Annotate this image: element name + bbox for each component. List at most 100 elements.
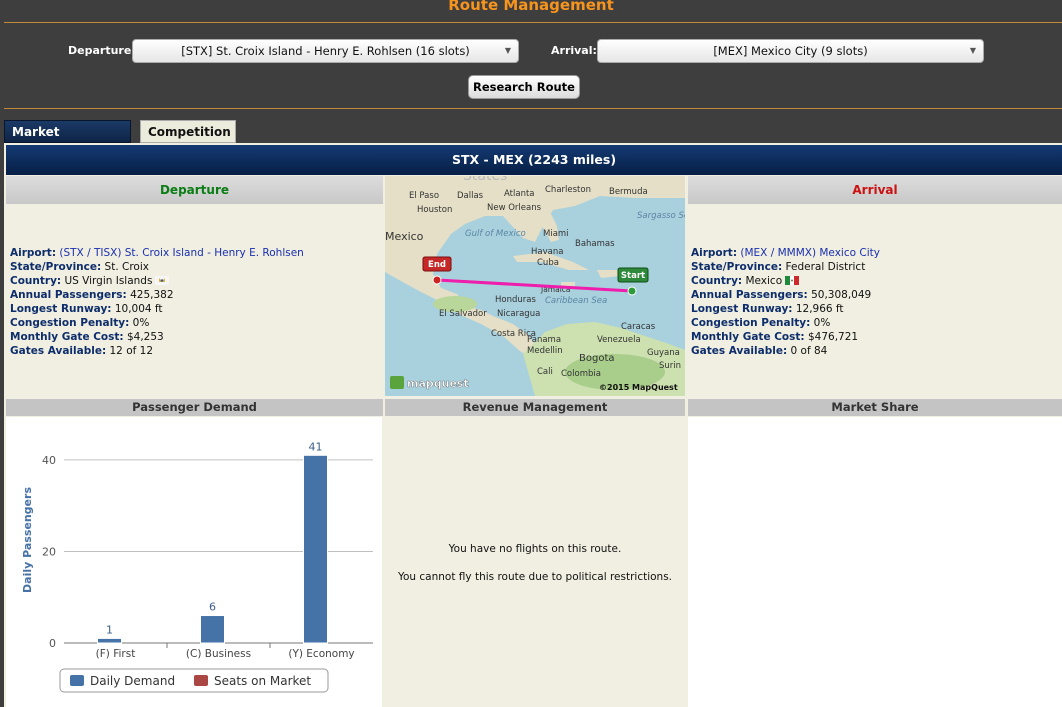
arrival-gate-cost: $476,721 xyxy=(807,331,859,343)
map-label: Cuba xyxy=(537,258,559,268)
passengers-label: Annual Passengers: xyxy=(691,289,808,301)
arrival-country: Mexico xyxy=(745,275,783,287)
revenue-management-area xyxy=(385,417,685,707)
y-axis-title: Daily Passengers xyxy=(21,487,34,593)
arrival-info: Airport: (MEX / MMMX) Mexico City State/… xyxy=(691,246,1059,358)
map-label: Charleston xyxy=(545,185,591,195)
gates-label: Gates Available: xyxy=(691,345,788,357)
departure-select-value: [STX] St. Croix Island - Henry E. Rohlse… xyxy=(181,44,470,58)
tab-market-research[interactable]: Market Research xyxy=(4,120,131,161)
arrival-heading: Arrival xyxy=(688,176,1062,204)
map-label: Colombia xyxy=(561,369,601,379)
divider xyxy=(4,22,1062,23)
restriction-message: You cannot fly this route due to politic… xyxy=(397,571,673,583)
country-label: Country: xyxy=(691,275,743,287)
legend-label: Seats on Market xyxy=(214,674,311,688)
map-label: Honduras xyxy=(495,295,536,305)
demand-bar xyxy=(97,637,122,644)
start-marker-label: Start xyxy=(621,271,645,281)
tab-competition[interactable]: Competition xyxy=(140,120,236,143)
departure-runway: 10,004 ft xyxy=(114,303,163,315)
arrival-select-value: [MEX] Mexico City (9 slots) xyxy=(713,44,868,58)
y-tick-label: 0 xyxy=(49,637,56,650)
map-land-florida xyxy=(535,206,559,242)
departure-gate-cost: $4,253 xyxy=(126,331,164,343)
arrival-passengers: 50,308,049 xyxy=(811,289,872,301)
runway-label: Longest Runway: xyxy=(10,303,112,315)
map-label: Mexico xyxy=(385,230,424,243)
mapquest-logo-icon xyxy=(390,376,404,389)
passenger-demand-chart: 0 20 40 Daily Passengers 1 (F) First 6 (C) Busi… xyxy=(21,440,373,693)
map-label: States xyxy=(463,176,507,184)
congestion-label: Congestion Penalty: xyxy=(10,317,130,329)
map-label: Bermuda xyxy=(609,187,648,197)
map-land-cuba xyxy=(513,252,589,270)
page-title: Route Management xyxy=(448,0,614,14)
map-label: Caracas xyxy=(621,322,656,332)
airport-label: Airport: xyxy=(691,247,738,259)
bar-value-label: 41 xyxy=(309,440,323,453)
arrival-state: Federal District xyxy=(785,261,866,273)
market-share-heading: Market Share xyxy=(688,399,1062,416)
map-label: Havana xyxy=(531,247,563,257)
country-label: Country: xyxy=(10,275,62,287)
map-label: Panama xyxy=(527,335,561,345)
x-tick-label: (C) Business xyxy=(186,648,251,660)
bar-value-label: 6 xyxy=(209,601,216,614)
map-label: Atlanta xyxy=(504,189,535,199)
mexico-flag-icon xyxy=(785,275,800,285)
map-land-jamaica xyxy=(561,282,575,286)
route-title: STX - MEX (2243 miles) xyxy=(6,145,1062,175)
bar-value-label: 1 xyxy=(106,623,113,636)
map-label: El Salvador xyxy=(439,309,487,319)
demand-bar xyxy=(303,454,328,644)
map-label: Caribbean Sea xyxy=(545,296,607,306)
no-flights-message: You have no flights on this route. xyxy=(448,543,622,555)
departure-select[interactable]: [STX] St. Croix Island - Henry E. Rohlse… xyxy=(132,39,519,63)
departure-info: Airport: (STX / TISX) St. Croix Island -… xyxy=(10,246,380,358)
map-label: Jamaica xyxy=(540,285,571,294)
divider xyxy=(4,108,1062,109)
map-label: El Paso xyxy=(409,191,439,201)
map-label: Bahamas xyxy=(575,239,615,249)
map-vegetation xyxy=(565,354,665,390)
x-tick-label: (Y) Economy xyxy=(288,648,354,660)
map-label: Dallas xyxy=(457,191,484,201)
map-copyright: ©2015 MapQuest xyxy=(599,383,678,392)
legend-swatch xyxy=(194,675,208,686)
route-line xyxy=(436,278,633,293)
departure-passengers: 425,382 xyxy=(130,289,174,301)
revenue-management-heading: Revenue Management xyxy=(385,399,685,416)
map-label: Medellin xyxy=(527,346,563,356)
map-label: Miami xyxy=(543,229,569,239)
map-land-north xyxy=(385,176,685,358)
airport-label: Airport: xyxy=(10,247,57,259)
research-route-button[interactable]: Research Route xyxy=(468,75,580,99)
map-label: New Orleans xyxy=(487,203,542,213)
arrival-airport-link[interactable]: (MEX / MMMX) Mexico City xyxy=(740,247,880,259)
x-tick-label: (F) First xyxy=(96,648,136,660)
passenger-demand-heading: Passenger Demand xyxy=(6,399,383,416)
departure-congestion: 0% xyxy=(132,317,150,329)
arrival-select[interactable]: [MEX] Mexico City (9 slots) ▼ xyxy=(597,39,984,63)
map-label: Houston xyxy=(417,205,452,215)
route-map[interactable]: States El Paso Dallas Atlanta Charleston… xyxy=(385,176,685,396)
departure-country: US Virgin Islands xyxy=(64,275,153,287)
map-label: Gulf of Mexico xyxy=(465,229,526,239)
map-land-hispaniola xyxy=(597,270,621,278)
map-label: Bogota xyxy=(579,353,615,364)
gate-cost-label: Monthly Gate Cost: xyxy=(691,331,805,343)
map-label: Surin xyxy=(659,361,681,371)
departure-heading: Departure xyxy=(6,176,383,204)
state-label: State/Province: xyxy=(691,261,783,273)
departure-gates: 12 of 12 xyxy=(109,345,154,357)
end-marker-dot xyxy=(432,275,442,285)
market-share-area xyxy=(688,417,1062,707)
chevron-down-icon: ▼ xyxy=(969,46,976,55)
state-label: State/Province: xyxy=(10,261,102,273)
departure-airport-link[interactable]: (STX / TISX) St. Croix Island - Henry E.… xyxy=(59,247,304,259)
gates-label: Gates Available: xyxy=(10,345,107,357)
map-vegetation xyxy=(433,296,477,312)
map-label: Costa Rica xyxy=(491,329,536,339)
mapquest-brand: mapquest xyxy=(407,377,469,390)
